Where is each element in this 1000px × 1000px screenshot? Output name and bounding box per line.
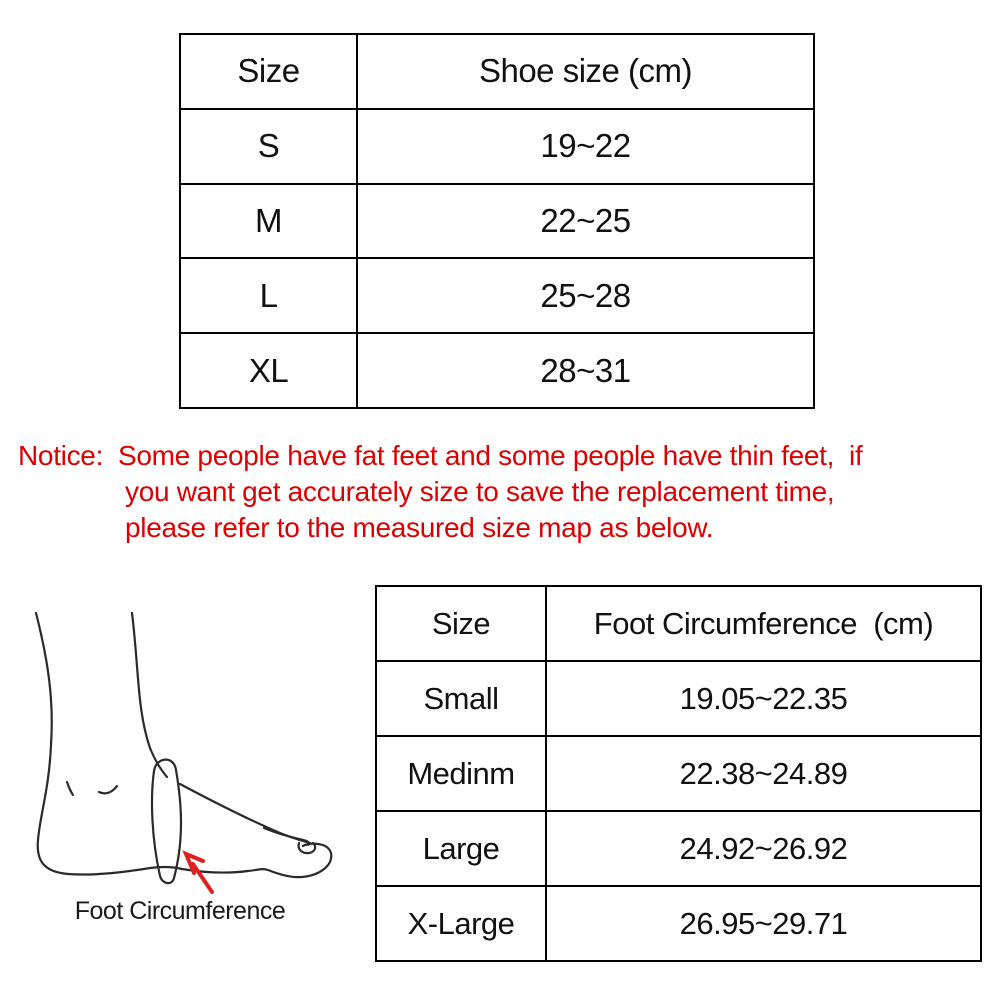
measuring-band-top <box>152 758 178 773</box>
table-row: S 19~22 <box>179 107 815 185</box>
range-cell: 28~31 <box>356 332 815 409</box>
table-row: M 22~25 <box>179 182 815 260</box>
toe-crease-line <box>262 826 310 847</box>
range-cell: 19~22 <box>356 107 815 185</box>
red-arrow <box>182 850 214 894</box>
shoe-size-table-header-row: Size Shoe size (cm) <box>179 33 815 110</box>
shoe-size-header-range: Shoe size (cm) <box>356 33 815 110</box>
table-row: Medinm 22.38~24.89 <box>375 735 982 812</box>
notice-line-1: Notice: Some people have fat feet and so… <box>18 440 863 471</box>
size-cell: Large <box>375 810 547 887</box>
table-row: X-Large 26.95~29.71 <box>375 885 982 962</box>
notice-line-3: please refer to the measured size map as… <box>125 512 714 543</box>
range-cell: 19.05~22.35 <box>545 660 982 737</box>
size-cell: Medinm <box>375 735 547 812</box>
notice-line-2: you want get accurately size to save the… <box>125 476 835 507</box>
measuring-band-right <box>172 768 183 880</box>
size-cell: XL <box>179 332 358 409</box>
size-cell: M <box>179 182 358 260</box>
ankle-mark-right <box>97 784 119 795</box>
measuring-band-left <box>150 769 176 885</box>
notice-text: Notice: Some people have fat feet and so… <box>18 438 998 546</box>
shoe-size-header-size: Size <box>179 33 358 110</box>
table-row: L 25~28 <box>179 257 815 335</box>
foot-sketch <box>34 611 333 894</box>
shoe-size-table: Size Shoe size (cm) S 19~22 M 22~25 L 25… <box>179 33 815 409</box>
range-cell: 22.38~24.89 <box>545 735 982 812</box>
foot-circumference-table: Size Foot Circumference (cm) Small 19.05… <box>375 585 982 962</box>
figure-caption: Foot Circumference <box>74 897 286 925</box>
table-row: Large 24.92~26.92 <box>375 810 982 887</box>
foot-circumference-header-range: Foot Circumference (cm) <box>545 585 982 662</box>
size-cell: S <box>179 107 358 185</box>
table-row: XL 28~31 <box>179 332 815 409</box>
foot-outline-left <box>34 611 333 879</box>
size-cell: X-Large <box>375 885 547 962</box>
ankle-mark-left <box>65 780 75 797</box>
foot-circumference-header-size: Size <box>375 585 547 662</box>
range-cell: 26.95~29.71 <box>545 885 982 962</box>
range-cell: 24.92~26.92 <box>545 810 982 887</box>
table-row: Small 19.05~22.35 <box>375 660 982 737</box>
toenail-arc <box>297 841 317 855</box>
red-arrow-shaft <box>191 862 214 894</box>
size-cell: L <box>179 257 358 335</box>
red-arrow-head <box>182 850 205 875</box>
foot-instep-line <box>178 782 312 845</box>
range-cell: 22~25 <box>356 182 815 260</box>
foot-outline-top <box>130 611 169 779</box>
foot-measurement-figure <box>0 580 360 910</box>
range-cell: 25~28 <box>356 257 815 335</box>
foot-circumference-header-row: Size Foot Circumference (cm) <box>375 585 982 662</box>
size-cell: Small <box>375 660 547 737</box>
